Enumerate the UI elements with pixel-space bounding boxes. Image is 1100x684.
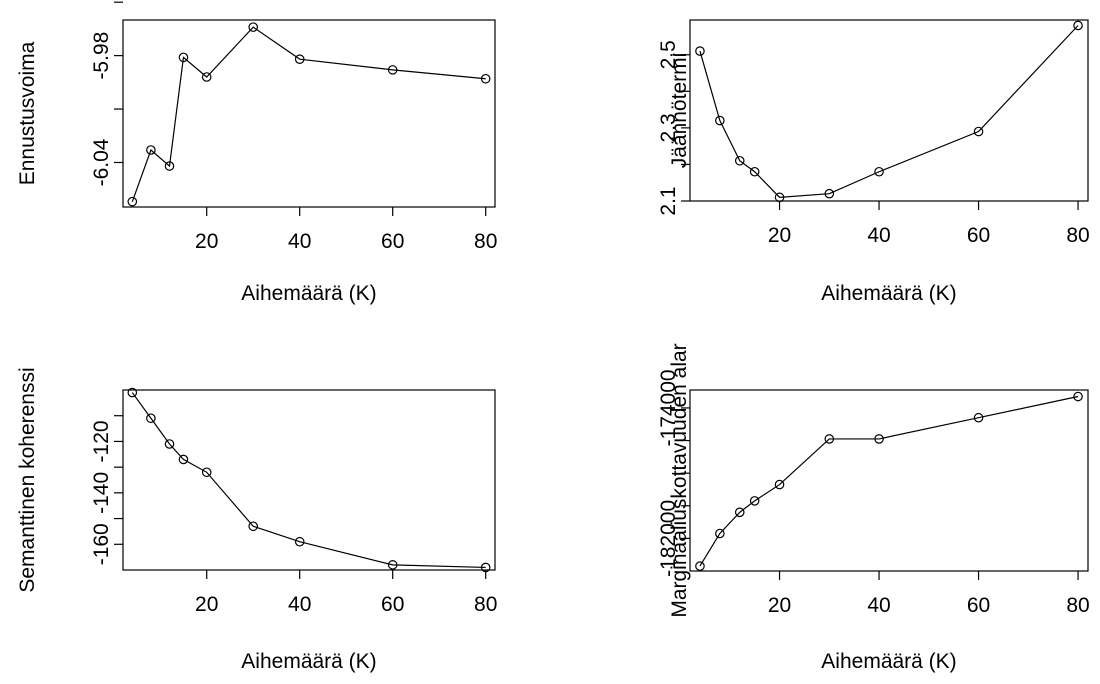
y-tick-label: -174000 [657, 369, 680, 446]
data-point [774, 479, 785, 490]
x-tick-label: 80 [474, 593, 497, 616]
data-point [178, 52, 189, 63]
x-tick-label: 80 [1066, 224, 1089, 247]
data-point [874, 166, 884, 177]
x-axis-title: Aihemäärä (K) [241, 282, 376, 305]
data-point [695, 561, 705, 571]
x-tick-label: 60 [381, 230, 404, 253]
y-tick-label: -120 [90, 420, 113, 462]
data-point [146, 145, 156, 155]
y-tick-label: -140 [90, 472, 113, 514]
x-tick-label: 60 [381, 593, 404, 616]
y-tick-label: 2.5 [657, 40, 680, 69]
panel-marginaaliuskottavuus: 20 40 60 80 -182000 -174000 Aihemäärä (K) Margi… [657, 343, 1090, 673]
data-point [294, 536, 305, 547]
series-line [699, 25, 1079, 198]
data-point [248, 521, 258, 532]
data-point [824, 188, 835, 199]
x-tick-label: 40 [867, 224, 890, 247]
x-axis-title: Aihemäärä (K) [241, 650, 376, 673]
panel-jaannotermi: 20 40 60 80 2.1 2.3 2.5 Aihemäärä (K) Jäännöterm… [657, 19, 1090, 305]
data-point [874, 434, 884, 444]
data-point [248, 22, 258, 32]
data-point [178, 454, 189, 465]
plot-frame [122, 389, 496, 571]
data-point [294, 54, 305, 64]
panel-semanttinen-koherenssi: 20 40 60 80 -160 -140 -120 Aihemäärä (K) Semantt… [16, 367, 497, 673]
data-point [749, 496, 760, 506]
x-tick-label: 80 [474, 230, 497, 253]
x-tick-label: 20 [195, 230, 218, 253]
data-point [201, 72, 212, 82]
y-tick-label: 2.1 [657, 186, 680, 215]
x-tick-label: 20 [768, 224, 791, 247]
data-point [695, 46, 705, 56]
y-axis-title: Marginaaliuskottavuuden alar [668, 343, 691, 617]
data-point [387, 65, 398, 75]
y-axis-title: Semanttinen koherenssi [16, 367, 39, 592]
data-point [127, 196, 138, 207]
data-point [734, 155, 745, 166]
x-tick-label: 20 [195, 593, 218, 616]
data-point [774, 192, 785, 203]
data-point [1073, 391, 1083, 402]
y-tick-label: -182000 [657, 500, 680, 577]
data-point [715, 115, 725, 126]
series-line [131, 26, 486, 202]
y-tick-label: 2.3 [657, 113, 680, 142]
data-point [387, 560, 398, 570]
x-tick-label: 40 [288, 593, 311, 616]
x-tick-label: 60 [967, 594, 990, 617]
y-axis-title: Ennustusvoima [16, 41, 39, 185]
x-tick-label: 60 [967, 224, 990, 247]
x-tick-label: 20 [768, 594, 791, 617]
data-point [164, 439, 175, 449]
data-point [1073, 20, 1083, 31]
data-point [715, 528, 725, 539]
data-point [734, 507, 745, 518]
data-point [146, 413, 156, 424]
y-axis-title: Jäännötermi [668, 53, 691, 169]
data-point [480, 562, 491, 573]
series-line [699, 395, 1079, 567]
plot-frame [689, 389, 1089, 572]
plot-frame [689, 19, 1089, 202]
data-point [973, 412, 984, 423]
data-point [164, 161, 175, 171]
plot-frame [122, 19, 496, 208]
y-tick-label: -160 [90, 523, 113, 565]
x-tick-label: 80 [1066, 594, 1089, 617]
data-point [973, 126, 984, 137]
panel-ennustusvoima: 20 40 60 80 -6.04 -5.98 Aihemäärä (K) Ennustusv… [16, 1, 497, 305]
data-point [201, 467, 212, 478]
x-axis-title: Aihemäärä (K) [821, 282, 956, 305]
x-tick-label: 40 [867, 594, 890, 617]
x-tick-label: 40 [288, 230, 311, 253]
y-tick-label: -5.98 [90, 32, 113, 80]
data-point [127, 387, 138, 398]
series-line [131, 392, 486, 569]
data-point [749, 166, 760, 177]
data-point [824, 434, 835, 444]
x-axis-title: Aihemäärä (K) [821, 650, 956, 673]
data-point [480, 73, 491, 84]
y-tick-label: -6.04 [90, 138, 113, 186]
